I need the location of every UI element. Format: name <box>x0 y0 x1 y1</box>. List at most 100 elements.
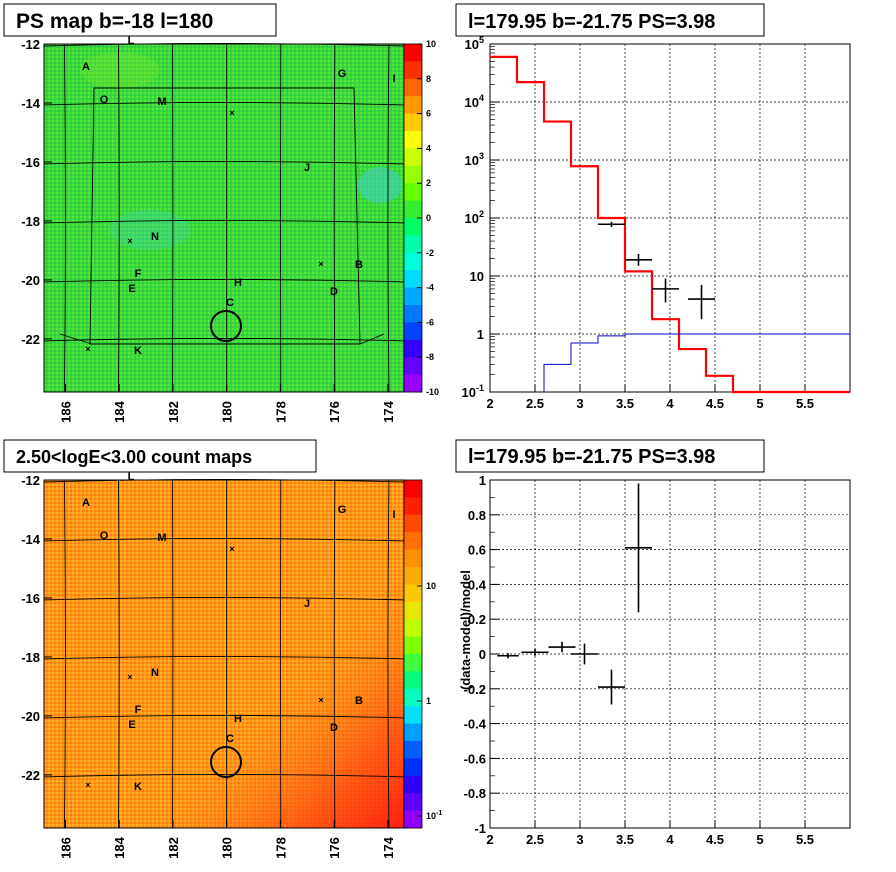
colorbar-tick-label: 2 <box>426 178 431 188</box>
map-x-tick-label: 184 <box>112 836 127 858</box>
colorbar-tick-label: 8 <box>426 74 431 84</box>
colorbar-tick-label: 10 <box>426 581 436 591</box>
spectrum-y-tick-label: 10 <box>470 269 484 284</box>
spectrum-title-box <box>455 3 765 37</box>
residual-x-tick-label: 5.5 <box>796 832 814 847</box>
source-label-h: H <box>234 277 242 289</box>
map-x-tick-label: 174 <box>381 400 396 422</box>
map-y-tick-label: -16 <box>21 155 40 170</box>
source-label-j: J <box>304 162 310 174</box>
colorbar-tick-label: 6 <box>426 109 431 119</box>
source-label-d: D <box>330 286 338 298</box>
ps-map-axis-ticks: 186 184 182 180 178 176 174 -12 -14 -16 -18 -20 -22 <box>21 37 396 423</box>
model-total-histogram <box>490 55 850 394</box>
spectrum-x-tick-label: 4.5 <box>706 396 724 411</box>
residual-y-tick-label: -1 <box>474 821 486 836</box>
colorbar-tick-label: 10-1 <box>426 810 442 821</box>
source-label-h: H <box>234 713 242 725</box>
spectrum-x-tick-label: 3.5 <box>616 396 634 411</box>
source-marker: × <box>229 544 234 554</box>
spectrum-x-tick-label: 5.5 <box>796 396 814 411</box>
residual-plot: 2 2.5 3 3.5 4 4.5 5 5.5 1 0.8 0.6 0.4 0.2 0 -0.2 -0.4 -0… <box>464 473 850 847</box>
residual-x-tick-label: 2 <box>486 832 493 847</box>
residual-panel: l=179.95 b=-21.75 PS=3.98 2 2.5 3 3.5 4 4.5 5 5… <box>455 439 851 847</box>
residual-y-tick-label: 1 <box>479 473 486 488</box>
map-y-tick-label: -20 <box>21 273 40 288</box>
source-label-e: E <box>128 283 135 295</box>
residual-y-tick-label: 0.8 <box>468 508 486 523</box>
source-label-n: N <box>151 667 159 679</box>
grid-meridian <box>118 43 120 393</box>
target-circle <box>210 310 242 342</box>
spectrum-y-tick-label: 103 <box>465 151 484 168</box>
source-label-c: C <box>226 297 234 309</box>
count-map-colorbar: 10 1 10-1 <box>403 479 442 829</box>
source-label-o: O <box>100 530 109 542</box>
ps-map-colorbar: 10 8 6 4 2 0 -2 -4 -6 -8 -10 <box>403 39 439 397</box>
map-y-tick-label: -12 <box>21 37 40 52</box>
source-marker: × <box>85 780 90 790</box>
spectrum-x-tick-label: 2 <box>486 396 493 411</box>
map-y-tick-label: -14 <box>21 96 41 111</box>
grid-meridian <box>333 479 336 829</box>
residual-y-tick-label: 0 <box>479 647 486 662</box>
colorbar-tick-label: -10 <box>426 387 439 397</box>
map-x-tick-label: 174 <box>381 836 396 858</box>
spectrum-x-tick-label: 3 <box>576 396 583 411</box>
map-x-tick-label: 182 <box>166 837 181 859</box>
map-x-tick-label: 182 <box>166 401 181 423</box>
spectrum-x-tick-label: 2.5 <box>526 396 544 411</box>
residual-title-box <box>455 439 765 473</box>
source-marker: × <box>318 695 323 705</box>
map-y-tick-label: -22 <box>21 332 40 347</box>
colorbar-tick-label: -4 <box>426 283 434 293</box>
source-label-l: L <box>128 471 135 483</box>
ps-map-coordinate-grid <box>43 43 405 393</box>
colorbar-tick-label: -2 <box>426 248 434 258</box>
spectrum-x-tick-label: 5 <box>756 396 763 411</box>
source-marker: × <box>229 108 234 118</box>
spectrum-panel: l=179.95 b=-21.75 PS=3.98 2 2.5 3 3.5 4 4.5 5 5… <box>455 3 851 411</box>
residual-y-tick-label: -0.2 <box>464 682 486 697</box>
source-label-j: J <box>304 598 310 610</box>
colorbar-tick-label: 1 <box>426 696 431 706</box>
map-x-tick-label: 176 <box>327 401 342 423</box>
source-label-k: K <box>134 781 142 793</box>
grid-parallel <box>43 714 405 719</box>
ps-map-panel: PS map b=-18 l=180 186 184 182 180 178 176 174… <box>3 3 439 423</box>
count-map-source-labels: L A O M G I J N B F H E D C K × × × × <box>82 471 396 793</box>
source-label-c: C <box>226 733 234 745</box>
source-marker: × <box>85 344 90 354</box>
grid-meridian <box>63 43 66 393</box>
source-label-b: B <box>355 259 363 271</box>
residual-x-tick-label: 4.5 <box>706 832 724 847</box>
residual-x-tick-label: 3 <box>576 832 583 847</box>
ps-map-title-box <box>3 3 277 37</box>
source-label-f: F <box>135 268 142 280</box>
colorbar-tick-label: 0 <box>426 213 431 223</box>
source-label-i: I <box>392 509 395 521</box>
count-map-axis-ticks: 186 184 182 180 178 176 174 -12 -14 -16 -18 -20 -22 <box>21 473 396 859</box>
count-map-title-box <box>3 439 317 473</box>
colorbar-tick-label: 4 <box>426 143 431 153</box>
residual-y-tick-label: 0.4 <box>468 577 487 592</box>
source-label-m: M <box>157 96 166 108</box>
residual-x-tick-label: 2.5 <box>526 832 544 847</box>
grid-meridian <box>387 43 390 393</box>
source-label-l: L <box>128 35 135 47</box>
residual-y-tick-label: -0.4 <box>464 717 487 732</box>
source-label-m: M <box>157 532 166 544</box>
spectrum-y-tick-label: 10-1 <box>462 383 484 400</box>
map-x-tick-label: 186 <box>58 837 73 859</box>
grid-parallel <box>43 161 405 165</box>
residual-ylabel: (data-model)/model <box>458 570 473 690</box>
map-x-tick-label: 180 <box>220 837 235 859</box>
source-marker: × <box>127 672 132 682</box>
map-y-tick-label: -18 <box>21 214 40 229</box>
spectrum-y-tick-label: 105 <box>465 35 484 52</box>
colorbar-tick-label: -6 <box>426 317 434 327</box>
source-label-a: A <box>82 61 90 73</box>
count-map-title: 2.50<logE<3.00 count maps <box>16 447 252 467</box>
source-label-n: N <box>151 231 159 243</box>
